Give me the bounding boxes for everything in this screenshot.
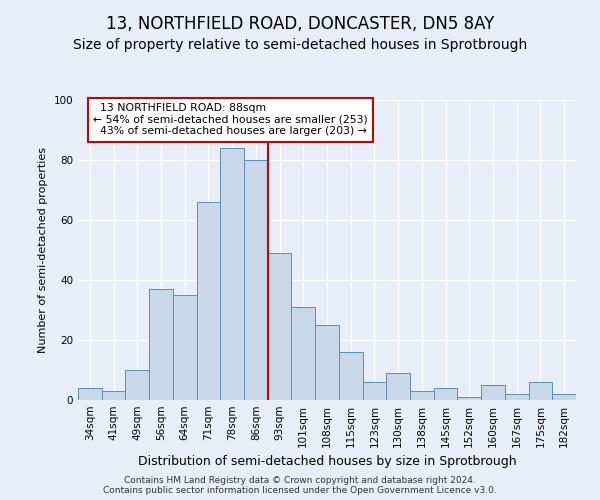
Bar (362, 382, 386, 400)
Bar (173, 295, 197, 400)
Bar (78, 388, 102, 400)
Text: Contains HM Land Registry data © Crown copyright and database right 2024.
Contai: Contains HM Land Registry data © Crown c… (103, 476, 497, 495)
Bar (457, 397, 481, 400)
Bar (102, 391, 125, 400)
Bar (386, 373, 410, 400)
Bar (244, 160, 268, 400)
Bar (268, 253, 292, 400)
Text: Size of property relative to semi-detached houses in Sprotbrough: Size of property relative to semi-detach… (73, 38, 527, 52)
Bar (552, 394, 576, 400)
Bar (481, 385, 505, 400)
Bar (220, 148, 244, 400)
Bar (197, 202, 220, 400)
Y-axis label: Number of semi-detached properties: Number of semi-detached properties (38, 147, 48, 353)
Bar (529, 382, 552, 400)
Bar (505, 394, 529, 400)
Text: 13, NORTHFIELD ROAD, DONCASTER, DN5 8AY: 13, NORTHFIELD ROAD, DONCASTER, DN5 8AY (106, 15, 494, 33)
Bar (410, 391, 434, 400)
Bar (434, 388, 457, 400)
X-axis label: Distribution of semi-detached houses by size in Sprotbrough: Distribution of semi-detached houses by … (137, 456, 517, 468)
Text: 13 NORTHFIELD ROAD: 88sqm
← 54% of semi-detached houses are smaller (253)
  43% : 13 NORTHFIELD ROAD: 88sqm ← 54% of semi-… (93, 103, 368, 136)
Bar (339, 352, 362, 400)
Bar (149, 289, 173, 400)
Bar (315, 325, 339, 400)
Bar (292, 307, 315, 400)
Bar (125, 370, 149, 400)
